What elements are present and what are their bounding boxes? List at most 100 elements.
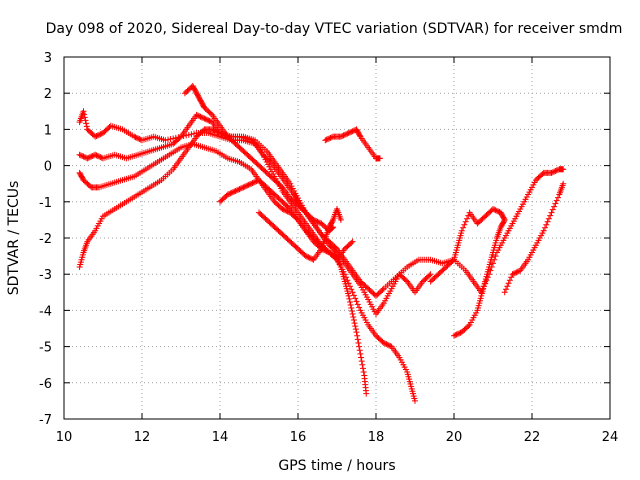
- data-point: [239, 184, 246, 191]
- data-point: [551, 203, 558, 210]
- data-point: [82, 117, 89, 124]
- data-point: [454, 330, 461, 337]
- data-point: [354, 301, 361, 308]
- data-point: [339, 133, 346, 140]
- data-point: [354, 332, 361, 339]
- data-point: [343, 274, 350, 281]
- data-point: [84, 155, 91, 162]
- series-3: [76, 140, 370, 397]
- y-tick-label: -3: [39, 268, 52, 283]
- data-point: [207, 110, 214, 117]
- data-point: [513, 269, 520, 276]
- data-point: [205, 117, 212, 124]
- data-point: [106, 123, 113, 130]
- data-point: [508, 274, 515, 281]
- data-point: [345, 292, 352, 299]
- data-point: [352, 295, 359, 302]
- data-point: [548, 209, 555, 216]
- data-point: [313, 218, 320, 225]
- axis-ticks: [63, 56, 611, 420]
- data-point: [543, 221, 550, 228]
- data-point: [355, 339, 362, 346]
- data-point: [460, 224, 467, 231]
- data-point: [196, 113, 203, 120]
- data-point: [347, 283, 353, 290]
- data-point: [495, 208, 502, 215]
- data-point: [285, 204, 292, 211]
- x-tick-label: 24: [602, 430, 619, 445]
- data-point: [349, 238, 356, 245]
- data-point: [283, 207, 290, 214]
- data-point: [542, 224, 548, 231]
- data-point: [198, 114, 205, 121]
- data-point: [308, 255, 314, 262]
- data-point: [231, 188, 238, 195]
- data-point: [214, 128, 221, 135]
- data-point: [358, 358, 365, 365]
- data-point: [345, 130, 352, 137]
- data-point: [282, 207, 288, 214]
- series-6: [217, 177, 356, 263]
- data-point: [548, 169, 555, 176]
- data-point: [76, 151, 83, 158]
- data-point: [280, 206, 287, 213]
- data-point: [92, 133, 99, 140]
- data-point: [360, 368, 367, 375]
- data-point: [356, 304, 363, 311]
- data-point: [326, 135, 333, 142]
- data-point: [491, 206, 498, 213]
- data-point: [314, 218, 321, 225]
- y-tick-label: -7: [39, 413, 52, 428]
- data-point: [89, 152, 96, 159]
- data-point: [233, 187, 240, 194]
- data-point: [337, 216, 344, 223]
- data-point: [135, 135, 142, 142]
- data-point: [96, 153, 103, 160]
- data-point: [382, 340, 389, 347]
- data-point: [230, 189, 236, 196]
- data-point: [332, 244, 339, 251]
- data-point: [383, 341, 390, 348]
- data-point: [352, 326, 359, 333]
- data-point: [279, 206, 286, 213]
- data-point: [322, 137, 329, 144]
- data-point: [245, 181, 252, 188]
- data-point: [553, 167, 560, 174]
- data-point: [356, 132, 363, 139]
- data-point: [428, 277, 435, 284]
- data-point: [94, 152, 101, 159]
- x-axis-label: GPS time / hours: [278, 458, 395, 474]
- data-point: [496, 209, 503, 216]
- data-point: [244, 182, 251, 189]
- data-point: [224, 191, 231, 198]
- data-point: [466, 209, 473, 216]
- data-point: [340, 132, 347, 139]
- data-point: [465, 212, 472, 219]
- series-5: [181, 82, 337, 234]
- data-point: [94, 132, 101, 139]
- data-point: [85, 154, 92, 161]
- data-point: [551, 168, 558, 175]
- series-10: [501, 180, 567, 296]
- data-point: [380, 339, 387, 346]
- data-point: [97, 131, 104, 138]
- chart-title: Day 098 of 2020, Sidereal Day-to-day VTE…: [46, 21, 623, 37]
- y-tick-label: -6: [39, 377, 52, 392]
- data-point: [360, 365, 366, 372]
- y-tick-label: -5: [39, 341, 52, 356]
- data-point: [162, 137, 169, 144]
- data-point: [278, 183, 285, 190]
- data-point: [194, 112, 201, 119]
- data-point: [93, 133, 100, 140]
- data-point: [497, 209, 504, 216]
- x-tick-label: 22: [524, 430, 541, 445]
- data-point: [327, 134, 334, 141]
- data-point: [249, 180, 256, 187]
- data-point: [351, 320, 358, 327]
- data-point: [555, 194, 561, 201]
- data-point: [81, 111, 88, 118]
- data-point: [505, 280, 512, 287]
- data-point: [347, 301, 354, 308]
- data-point: [426, 272, 433, 279]
